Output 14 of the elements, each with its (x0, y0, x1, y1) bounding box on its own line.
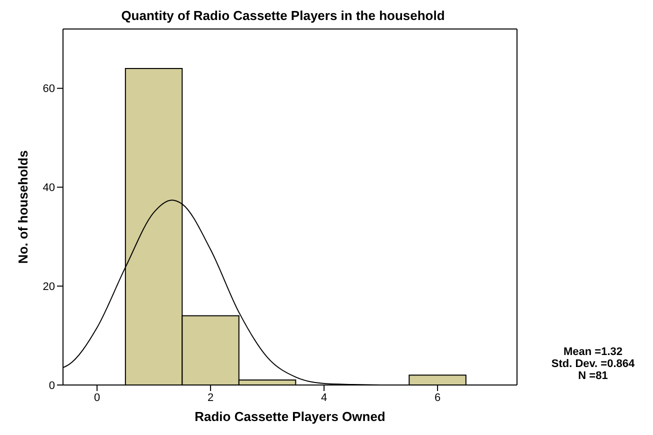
chart-title: Quantity of Radio Cassette Players in the household (120, 8, 446, 23)
text: Std. Dev. =0.864 (550, 358, 636, 370)
x-tick-label: 2 (207, 392, 214, 404)
y-tick-label: 40 (42, 182, 55, 194)
text: Mean =1.32 (562, 346, 624, 358)
y-axis-title: No. of households (16, 150, 31, 264)
y-tick-label: 0 (48, 380, 55, 392)
x-tick-label: 4 (320, 392, 328, 404)
x-tick-label: 0 (94, 392, 100, 404)
y-tick-label: 20 (42, 281, 55, 294)
text: N =81 (577, 370, 609, 382)
x-tick-label: 6 (434, 392, 441, 404)
x-axis-title: Radio Cassette Players Owned (194, 409, 386, 424)
y-tick-label: 60 (42, 83, 55, 96)
